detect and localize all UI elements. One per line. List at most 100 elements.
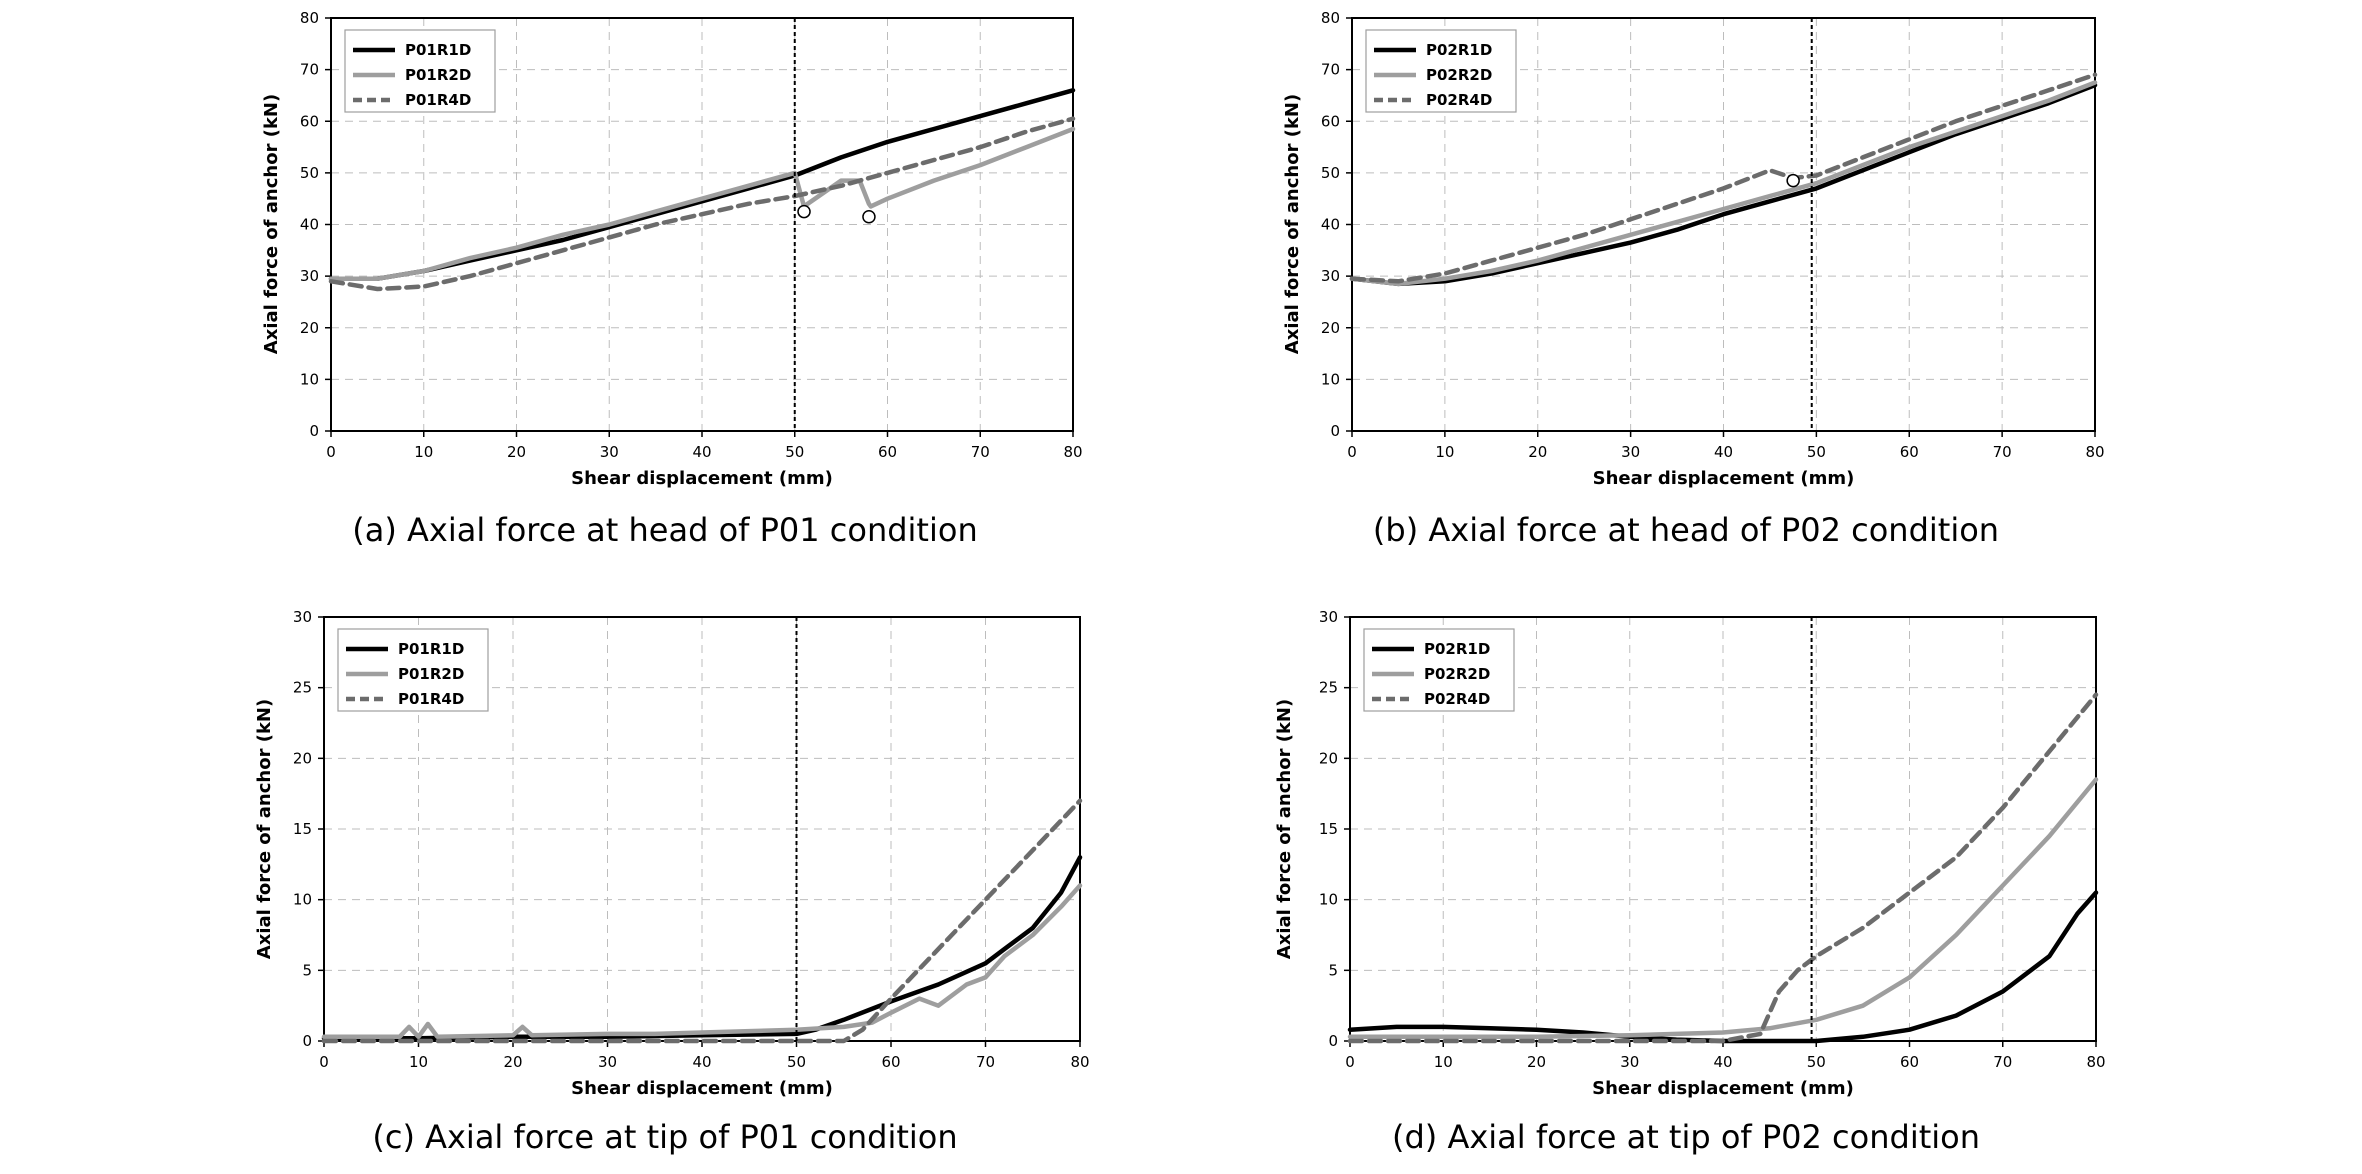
y-tick-label: 60 — [1321, 112, 1340, 130]
series-line-P01R4D — [321, 798, 1083, 1044]
y-tick-label: 0 — [309, 422, 319, 440]
x-tick-label: 10 — [1434, 1053, 1453, 1071]
y-tick-label: 30 — [1321, 267, 1340, 285]
x-tick-label: 60 — [881, 1053, 900, 1071]
x-tick-label: 60 — [1900, 1053, 1919, 1071]
y-tick-label: 30 — [300, 267, 319, 285]
legend-label-P02R4D: P02R4D — [1426, 91, 1492, 109]
y-tick-label: 0 — [302, 1032, 312, 1050]
x-tick-label: 0 — [319, 1053, 329, 1071]
y-tick-label: 10 — [1321, 370, 1340, 388]
x-tick-label: 80 — [1063, 443, 1082, 461]
x-tick-label: 70 — [976, 1053, 995, 1071]
x-axis-title: Shear displacement (mm) — [571, 468, 833, 489]
y-tick-label: 10 — [293, 891, 312, 909]
y-tick-label: 40 — [300, 216, 319, 234]
panel-caption: (d) Axial force at tip of P02 condition — [1392, 1118, 1980, 1156]
legend-label-P01R2D: P01R2D — [398, 665, 464, 683]
y-tick-label: 50 — [1321, 164, 1340, 182]
x-tick-label: 80 — [2085, 443, 2104, 461]
y-tick-label: 20 — [1321, 319, 1340, 337]
y-tick-label: 25 — [1319, 679, 1338, 697]
x-tick-label: 70 — [1993, 1053, 2012, 1071]
x-tick-label: 40 — [1714, 443, 1733, 461]
x-tick-label: 30 — [1620, 1053, 1639, 1071]
chart-panel-b: 0 10 20 30 40 50 60 70 80 0 10 20 30 40 50 60 70 80 Shear … — [1282, 9, 2105, 549]
legend-label-P02R2D: P02R2D — [1424, 665, 1490, 683]
failure-marker — [1786, 173, 1800, 188]
series-line-P02R4D — [1347, 692, 2099, 1044]
y-axis-title: Axial force of anchor (kN) — [1282, 94, 1303, 354]
x-tick-label: 20 — [1527, 1053, 1546, 1071]
series-line-P02R1D — [1349, 82, 2098, 287]
y-tick-label: 10 — [1319, 891, 1338, 909]
legend-label-P02R2D: P02R2D — [1426, 66, 1492, 84]
x-tick-label: 10 — [409, 1053, 428, 1071]
series-line-P01R2D — [321, 883, 1083, 1040]
x-tick-label: 30 — [1621, 443, 1640, 461]
x-tick-label: 10 — [1435, 443, 1454, 461]
y-tick-label: 5 — [302, 961, 312, 979]
x-tick-label: 40 — [1713, 1053, 1732, 1071]
y-tick-label: 80 — [300, 9, 319, 27]
failure-marker — [797, 204, 811, 219]
chart-panel-c: 0 10 20 30 40 50 60 70 80 0 5 10 15 20 25 30 Shear displ… — [254, 608, 1090, 1156]
y-tick-label: 80 — [1321, 9, 1340, 27]
x-tick-label: 0 — [326, 443, 336, 461]
x-axis-title: Shear displacement (mm) — [1592, 1078, 1854, 1099]
y-tick-label: 0 — [1330, 422, 1340, 440]
x-tick-label: 20 — [1528, 443, 1547, 461]
legend-label-P01R1D: P01R1D — [405, 41, 471, 59]
legend-label-P02R4D: P02R4D — [1424, 690, 1490, 708]
x-tick-label: 20 — [507, 443, 526, 461]
x-tick-label: 10 — [414, 443, 433, 461]
legend-label-P01R4D: P01R4D — [398, 690, 464, 708]
x-tick-label: 70 — [971, 443, 990, 461]
panel-caption: (c) Axial force at tip of P01 condition — [372, 1118, 957, 1156]
x-tick-label: 50 — [1807, 443, 1826, 461]
y-tick-label: 60 — [300, 112, 319, 130]
y-tick-label: 50 — [300, 164, 319, 182]
y-tick-label: 10 — [300, 370, 319, 388]
y-tick-label: 70 — [1321, 61, 1340, 79]
y-axis-title: Axial force of anchor (kN) — [254, 699, 275, 959]
series-line-P02R2D — [1349, 80, 2098, 287]
y-tick-label: 0 — [1328, 1032, 1338, 1050]
y-tick-label: 30 — [1319, 608, 1338, 626]
legend-label-P01R2D: P01R2D — [405, 66, 471, 84]
x-tick-label: 0 — [1347, 443, 1357, 461]
panel-caption: (a) Axial force at head of P01 condition — [352, 511, 977, 549]
legend-label-P01R4D: P01R4D — [405, 91, 471, 109]
x-tick-label: 40 — [692, 443, 711, 461]
legend-label-P01R1D: P01R1D — [398, 640, 464, 658]
x-tick-label: 0 — [1345, 1053, 1355, 1071]
x-tick-label: 60 — [878, 443, 897, 461]
y-axis-title: Axial force of anchor (kN) — [1274, 699, 1295, 959]
series-line-P02R4D — [1349, 72, 2098, 284]
x-tick-label: 40 — [692, 1053, 711, 1071]
x-tick-label: 50 — [1807, 1053, 1826, 1071]
x-tick-label: 30 — [598, 1053, 617, 1071]
x-tick-label: 50 — [787, 1053, 806, 1071]
y-tick-label: 70 — [300, 61, 319, 79]
y-tick-label: 40 — [1321, 216, 1340, 234]
x-tick-label: 70 — [1993, 443, 2012, 461]
chart-panel-d: 0 10 20 30 40 50 60 70 80 0 5 10 15 20 25 30 Shear displ… — [1274, 608, 2106, 1156]
legend-label-P02R1D: P02R1D — [1426, 41, 1492, 59]
series-line-P02R1D — [1347, 890, 2099, 1044]
y-axis-title: Axial force of anchor (kN) — [261, 94, 282, 354]
x-axis-title: Shear displacement (mm) — [1593, 468, 1855, 489]
series-line-P02R2D — [1347, 777, 2099, 1040]
y-tick-label: 30 — [293, 608, 312, 626]
y-tick-label: 20 — [293, 749, 312, 767]
legend-label-P02R1D: P02R1D — [1424, 640, 1490, 658]
series-line-P01R4D — [328, 116, 1076, 292]
y-tick-label: 20 — [300, 319, 319, 337]
failure-marker — [862, 210, 876, 224]
chart-panel-a: 0 10 20 30 40 50 60 70 80 0 10 20 30 40 50 60 70 80 Shear … — [261, 9, 1083, 549]
x-axis-title: Shear displacement (mm) — [571, 1078, 833, 1099]
x-tick-label: 80 — [2086, 1053, 2105, 1071]
x-tick-label: 20 — [503, 1053, 522, 1071]
x-tick-label: 60 — [1900, 443, 1919, 461]
